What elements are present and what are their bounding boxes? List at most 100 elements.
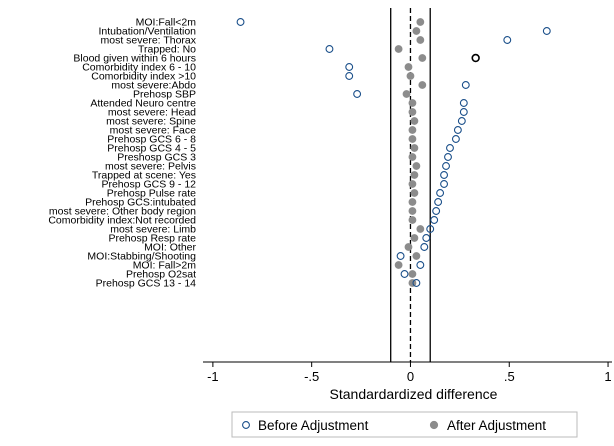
point-after-adjustment <box>412 162 421 170</box>
point-before-adjustment <box>457 117 466 125</box>
point-before-adjustment <box>442 162 450 170</box>
point-before-adjustment <box>420 243 429 251</box>
point-before-adjustment <box>503 36 512 44</box>
category-label: Comorbidity index:Not recorded <box>48 215 196 227</box>
x-tick-label: -.5 <box>304 369 319 384</box>
point-before-adjustment <box>440 171 449 179</box>
category-label: most severe: Thorax <box>100 35 196 47</box>
category-label: Prehosp GCS 9 - 12 <box>101 179 196 191</box>
point-before-adjustment <box>446 144 454 152</box>
point-after-adjustment <box>418 81 427 89</box>
point-before-adjustment <box>416 261 425 269</box>
point-after-adjustment <box>408 198 417 206</box>
legend: Before Adjustment After Adjustment <box>231 411 578 438</box>
x-tick-label: 0 <box>407 369 414 384</box>
point-after-adjustment <box>416 18 425 26</box>
category-label: Prehosp GCS 4 - 5 <box>107 143 196 155</box>
category-label: Comorbidity index >10 <box>91 71 196 83</box>
point-before-adjustment <box>440 180 449 188</box>
category-label: Trapped at scene: Yes <box>92 170 196 182</box>
category-label: Blood given within 6 hours <box>73 53 196 65</box>
point-after-adjustment <box>408 108 417 116</box>
category-label: Prehosp O2sat <box>126 269 196 281</box>
point-after-adjustment <box>408 216 417 224</box>
point-before-adjustment <box>432 207 441 215</box>
x-axis-label: Standardardized difference <box>330 386 498 402</box>
point-before-adjustment <box>444 153 452 161</box>
category-label: Trapped: No <box>138 44 196 56</box>
legend-marker-before <box>242 421 250 429</box>
point-before-adjustment <box>422 234 431 242</box>
point-after-adjustment <box>408 279 417 287</box>
category-label: Prehosp GCS 13 - 14 <box>96 278 197 290</box>
category-label: most severe: Pelvis <box>105 161 196 173</box>
category-label: MOI: Other <box>144 242 196 254</box>
category-label: most severe: Head <box>108 107 196 119</box>
x-tick-label: -1 <box>207 369 219 384</box>
point-before-adjustment <box>459 108 468 116</box>
point-after-adjustment <box>408 180 417 188</box>
point-before-adjustment <box>353 90 362 98</box>
point-after-adjustment <box>418 54 427 62</box>
point-after-adjustment <box>408 99 417 107</box>
point-before-adjustment <box>542 27 551 35</box>
point-after-adjustment <box>404 243 413 251</box>
point-before-adjustment <box>396 252 405 260</box>
category-label: Intubation/Ventilation <box>99 26 197 38</box>
point-before-adjustment <box>436 189 445 197</box>
legend-box <box>231 411 578 438</box>
category-label: most severe:Abdo <box>111 80 196 92</box>
point-after-adjustment <box>416 36 425 44</box>
point-before-adjustment <box>461 81 470 89</box>
point-before-adjustment <box>400 270 409 278</box>
point-before-adjustment <box>345 63 354 71</box>
category-label: MOI:Fall<2m <box>136 17 197 29</box>
category-label: Prehosp SBP <box>133 89 196 101</box>
point-after-adjustment <box>412 252 421 260</box>
point-after-adjustment <box>410 171 419 179</box>
point-after-adjustment <box>394 261 403 269</box>
point-after-adjustment <box>406 72 415 80</box>
data-points <box>236 18 551 287</box>
category-label: Prehosp Resp rate <box>108 233 196 245</box>
point-after-adjustment <box>410 189 419 197</box>
category-label: most severe: Face <box>110 125 197 137</box>
category-label: most severe: Spine <box>106 116 196 128</box>
point-after-adjustment <box>408 153 417 161</box>
point-after-adjustment <box>408 270 417 278</box>
point-before-adjustment <box>453 126 462 134</box>
point-after-adjustment <box>404 63 413 71</box>
point-before-adjustment <box>434 198 443 206</box>
x-tick-label: 1 <box>604 369 611 384</box>
category-label: MOI:Stabbing/Shooting <box>87 251 196 263</box>
category-label: Comorbidity index 6 - 10 <box>82 62 196 74</box>
category-label: Preshosp GCS 3 <box>117 152 196 164</box>
x-axis-ticks: -1 -.5 0 .5 1 <box>207 362 612 384</box>
point-before-adjustment <box>451 135 460 143</box>
legend-label-before: Before Adjustment <box>258 418 369 433</box>
x-tick-label: .5 <box>504 369 515 384</box>
point-after-adjustment <box>410 234 419 242</box>
category-label: most severe: Limb <box>110 224 196 236</box>
point-after-adjustment <box>408 126 417 134</box>
category-label: Attended Neuro centre <box>90 98 196 110</box>
point-after-adjustment <box>412 27 421 35</box>
point-before-adjustment <box>412 279 421 287</box>
category-label: Prehosp GCS 6 - 8 <box>107 134 196 146</box>
point-before-adjustment <box>426 225 435 233</box>
point-before-adjustment <box>471 53 480 63</box>
point-after-adjustment <box>402 90 411 98</box>
legend-label-after: After Adjustment <box>447 418 546 433</box>
point-after-adjustment <box>408 207 417 215</box>
point-before-adjustment <box>325 45 334 53</box>
legend-marker-after <box>429 420 439 430</box>
point-after-adjustment <box>408 135 417 143</box>
point-after-adjustment <box>394 45 403 53</box>
point-after-adjustment <box>416 225 425 233</box>
point-before-adjustment <box>236 18 245 26</box>
point-before-adjustment <box>345 72 354 80</box>
category-label: Prehosp Pulse rate <box>107 188 196 200</box>
point-before-adjustment <box>430 216 439 224</box>
